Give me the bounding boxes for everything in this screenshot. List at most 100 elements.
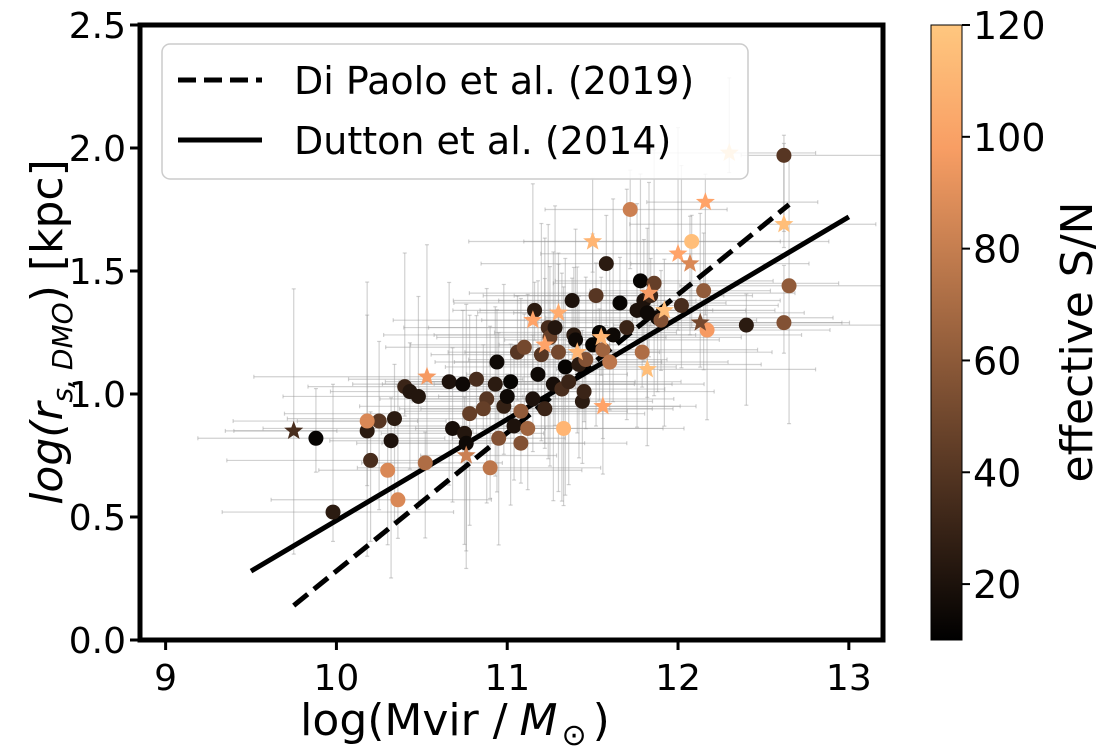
circle-point [390, 492, 406, 508]
circle-point [458, 435, 474, 451]
plot-frame [137, 22, 886, 643]
circle-point [525, 391, 541, 407]
colorbar-tick-label: 80 [973, 228, 1021, 272]
x-axis-label: log(Mvir / M ⊙) [300, 695, 610, 753]
circle-point [781, 278, 797, 294]
circle-point [547, 320, 563, 336]
y-tick-label: 2.0 [69, 129, 126, 170]
circle-point [568, 332, 584, 348]
circle-point [595, 342, 611, 358]
x-tick-label: 10 [314, 658, 360, 699]
circle-point [557, 359, 573, 375]
circle-point [441, 374, 457, 390]
circle-point [325, 504, 341, 520]
circle-point [475, 401, 491, 417]
circle-point [520, 420, 536, 436]
y-tick-label: 1.0 [69, 375, 126, 416]
star-point [549, 302, 568, 321]
circle-point [383, 433, 399, 449]
colorbar-tick-label: 20 [973, 563, 1021, 607]
circle-point [578, 352, 594, 368]
y-tick-label: 0.5 [69, 498, 126, 539]
circle-point [634, 344, 650, 360]
circle-point [673, 297, 689, 313]
circle-point [513, 435, 529, 451]
circle-point [445, 420, 461, 436]
circle-point [503, 374, 519, 390]
star-point [680, 253, 700, 272]
colorbar-gradient [931, 25, 962, 640]
dutton-line [249, 214, 851, 574]
circle-point [576, 384, 592, 400]
circle-point [462, 406, 478, 422]
circle-point [653, 312, 669, 328]
circle-point [491, 430, 507, 446]
y-tick-label: 1.5 [69, 252, 126, 293]
star-point [456, 445, 476, 464]
colorbar: 20 40 60 80 100 120 effective S/N [930, 4, 1103, 641]
circle-point [363, 452, 379, 468]
colorbar-frame [930, 24, 963, 641]
x-tick-label: 12 [655, 658, 701, 699]
star-point [695, 192, 715, 211]
circle-point [527, 302, 543, 318]
colorbar-label: effective S/N [1052, 202, 1103, 483]
x-tick-label: 13 [826, 658, 872, 699]
circle-point [537, 401, 553, 417]
colorbar-ticks: 20 40 60 80 100 120 [962, 4, 1046, 607]
circle-point [561, 374, 577, 390]
y-axis-label: log(rs, DMO) [kpc] [22, 159, 79, 505]
circle-point [605, 327, 621, 343]
x-tick-label: 11 [484, 658, 530, 699]
legend-label-dutton: Dutton et al. (2014) [294, 119, 671, 163]
circle-point [530, 366, 546, 382]
star-point [774, 214, 794, 233]
star-point [417, 366, 437, 385]
y-axis: 0.0 0.5 1.0 1.5 2.0 2.5 [69, 6, 140, 662]
legend-label-di-paolo: Di Paolo et al. (2019) [294, 59, 694, 103]
error-bars [197, 77, 883, 579]
star-point [654, 300, 674, 319]
circle-point [632, 273, 648, 289]
circle-point [598, 256, 614, 272]
data-points [284, 142, 797, 520]
star-point [523, 310, 543, 329]
colorbar-tick-label: 60 [973, 339, 1021, 383]
circle-point [684, 233, 700, 249]
circle-point [588, 288, 604, 304]
circle-point [612, 295, 628, 311]
circle-point [550, 344, 566, 360]
circle-point [487, 376, 503, 392]
circle-point [564, 293, 580, 309]
circle-point [619, 320, 635, 336]
circle-point [489, 354, 505, 370]
circle-point [556, 420, 572, 436]
circle-point [386, 411, 402, 427]
circle-point [371, 413, 387, 429]
star-point [637, 359, 657, 378]
y-tick-label: 0.0 [69, 621, 126, 662]
x-axis: 9 10 11 12 13 [154, 640, 872, 699]
circle-point [482, 460, 498, 476]
circle-point [533, 347, 549, 363]
circle-point [499, 388, 515, 404]
y-tick-label: 2.5 [69, 6, 126, 47]
circle-point [506, 418, 522, 434]
star-point [284, 420, 304, 439]
star-point [639, 283, 659, 302]
star-point [535, 334, 555, 353]
circle-point [380, 462, 396, 478]
star-point [591, 327, 611, 346]
circle-point [696, 283, 712, 299]
circle-point [738, 317, 754, 333]
star-point [690, 312, 710, 331]
star-point [567, 342, 587, 361]
circle-point [622, 202, 638, 217]
circle-point [359, 413, 375, 429]
colorbar-tick-label: 120 [973, 4, 1046, 48]
star-point [668, 243, 688, 262]
circle-point [308, 430, 324, 446]
colorbar-tick-label: 40 [973, 451, 1021, 495]
legend: Di Paolo et al. (2019) Dutton et al. (20… [161, 43, 749, 180]
